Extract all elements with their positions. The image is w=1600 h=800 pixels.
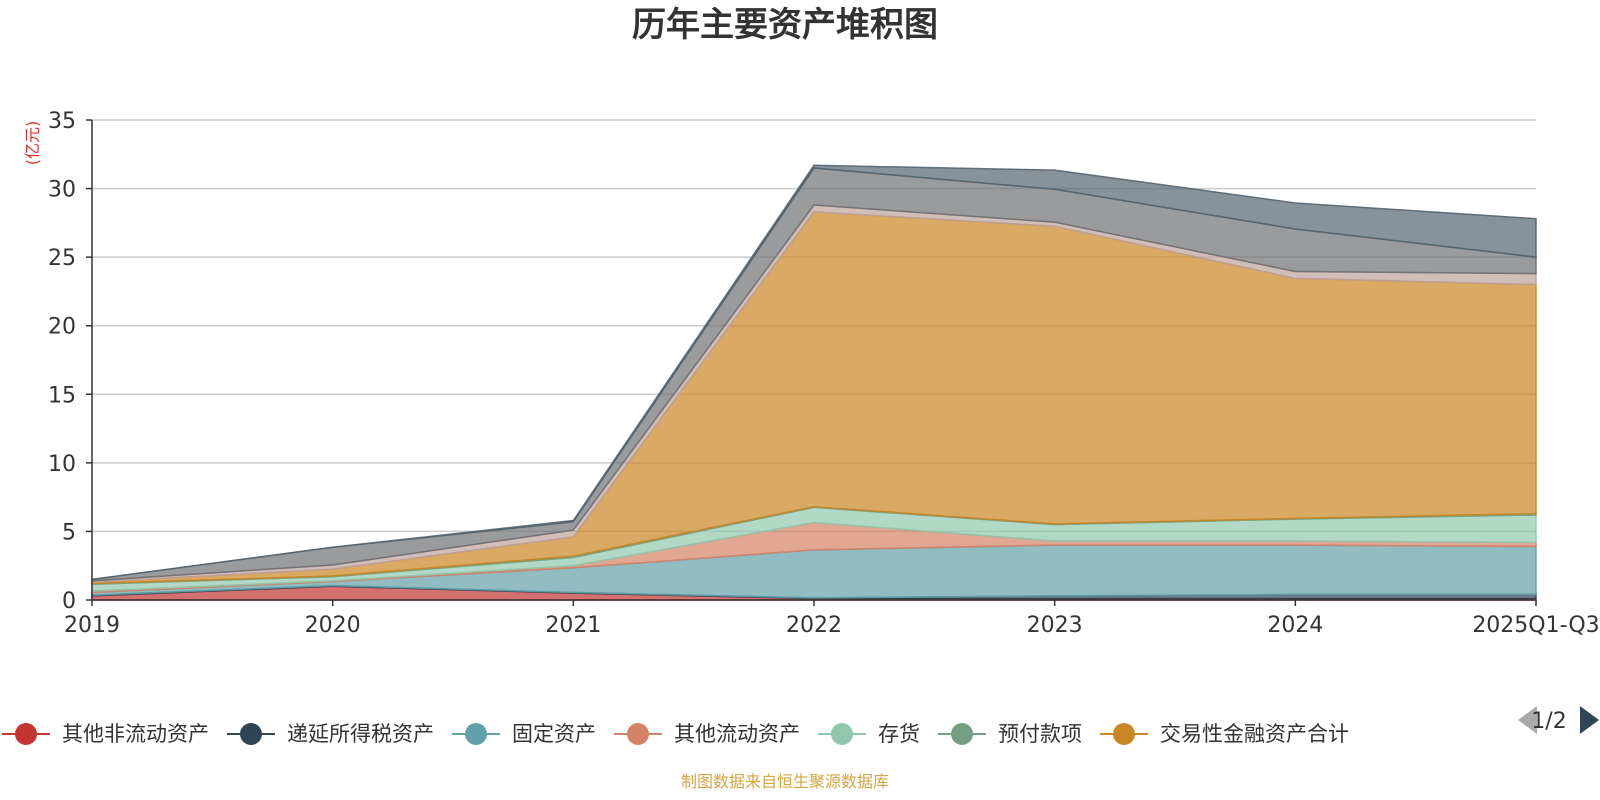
legend-marker-6 [1113, 723, 1135, 745]
legend-marker-1 [240, 723, 262, 745]
legend-label-5: 预付款项 [998, 722, 1082, 746]
legend-marker-3 [627, 723, 649, 745]
x-tick-label-2019: 2019 [64, 613, 120, 638]
legend-item-4[interactable]: 存货 [818, 722, 920, 746]
y-tick-label-0: 0 [62, 589, 76, 614]
x-tick-label-2025Q1-Q3: 2025Q1-Q3 [1472, 613, 1599, 638]
legend: 其他非流动资产 递延所得税资产 固定资产 其他流动资产 存货 预付款项 交易性金融资产合计 [2, 722, 1349, 746]
legend-prev-page-arrow-icon[interactable] [1518, 706, 1537, 734]
legend-label-0: 其他非流动资产 [62, 722, 209, 746]
axes: 0 5 10 15 20 25 30 35 2019 2020 2021 2022 2023 2024 20… [48, 109, 1600, 638]
legend-item-6[interactable]: 交易性金融资产合计 [1100, 722, 1349, 746]
y-tick-label-10: 10 [48, 452, 76, 477]
legend-next-page-arrow-icon[interactable] [1580, 706, 1599, 734]
y-tick-label-25: 25 [48, 246, 76, 271]
y-tick-label-5: 5 [62, 520, 76, 545]
y-tick-label-35: 35 [48, 109, 76, 134]
legend-marker-4 [831, 723, 853, 745]
legend-item-2[interactable]: 固定资产 [452, 722, 596, 746]
x-tick-label-2021: 2021 [545, 613, 601, 638]
legend-marker-0 [15, 723, 37, 745]
y-tick-label-30: 30 [48, 178, 76, 203]
legend-item-5[interactable]: 预付款项 [938, 722, 1082, 746]
area-9 [91, 164, 1537, 581]
legend-item-0[interactable]: 其他非流动资产 [2, 722, 209, 746]
legend-label-3: 其他流动资产 [674, 722, 800, 746]
legend-marker-2 [465, 723, 487, 745]
y-tick-label-15: 15 [48, 383, 76, 408]
legend-item-3[interactable]: 其他流动资产 [614, 722, 800, 746]
x-tick-label-2020: 2020 [305, 613, 361, 638]
x-tick-label-2023: 2023 [1027, 613, 1083, 638]
legend-item-1[interactable]: 递延所得税资产 [227, 722, 434, 746]
legend-label-2: 固定资产 [512, 722, 596, 746]
legend-label-4: 存货 [878, 722, 920, 746]
y-axis-unit-label: (亿元) [23, 121, 42, 166]
data-source-note: 制图数据来自恒生聚源数据库 [681, 772, 889, 791]
x-tick-label-2022: 2022 [786, 613, 842, 638]
x-tick-label-2024: 2024 [1267, 613, 1323, 638]
y-tick-label-20: 20 [48, 315, 76, 340]
legend-marker-5 [951, 723, 973, 745]
legend-label-6: 交易性金融资产合计 [1160, 722, 1349, 746]
legend-page-indicator: 1/2 [1531, 709, 1566, 734]
area-series [91, 164, 1537, 601]
chart-title: 历年主要资产堆积图 [632, 5, 938, 45]
legend-label-1: 递延所得税资产 [287, 722, 434, 746]
legend-pager: 1/2 [1518, 706, 1599, 734]
